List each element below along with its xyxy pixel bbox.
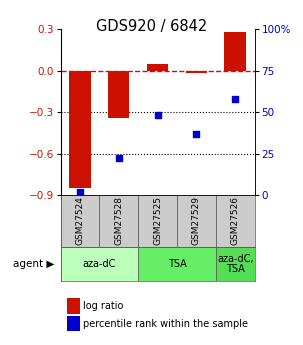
Text: percentile rank within the sample: percentile rank within the sample	[83, 319, 248, 328]
Bar	[216, 247, 255, 281]
Point	[116, 156, 121, 161]
Text: GDS920 / 6842: GDS920 / 6842	[96, 19, 207, 34]
Bar	[99, 195, 138, 247]
Point	[155, 113, 160, 118]
Bar	[138, 195, 177, 247]
Text: aza-dC: aza-dC	[83, 259, 116, 269]
Text: GSM27524: GSM27524	[75, 196, 85, 245]
Text: GSM27526: GSM27526	[231, 196, 240, 245]
Text: aza-dC,
TSA: aza-dC, TSA	[217, 254, 253, 274]
Bar	[177, 195, 216, 247]
Text: agent ▶: agent ▶	[13, 259, 55, 269]
Bar	[186, 71, 207, 73]
Bar	[108, 71, 129, 118]
Text: GSM27529: GSM27529	[192, 196, 201, 245]
Bar	[147, 64, 168, 71]
Point	[78, 189, 82, 194]
Text: GSM27528: GSM27528	[114, 196, 123, 245]
Bar	[61, 195, 99, 247]
Text: TSA: TSA	[168, 259, 186, 269]
Bar	[216, 195, 255, 247]
Bar	[69, 71, 91, 188]
Text: GSM27525: GSM27525	[153, 196, 162, 245]
Point	[233, 96, 238, 102]
Bar	[138, 247, 216, 281]
Text: log ratio: log ratio	[83, 302, 124, 311]
Bar	[225, 32, 246, 71]
Point	[194, 131, 199, 136]
Bar	[61, 247, 138, 281]
